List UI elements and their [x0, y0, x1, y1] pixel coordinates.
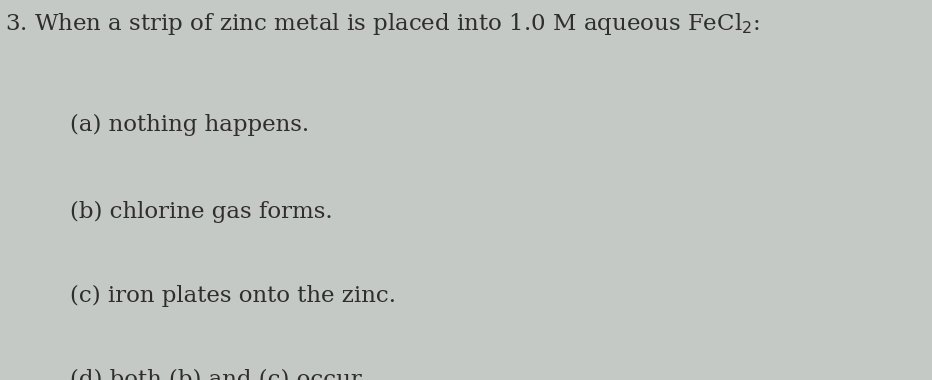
Text: (c) iron plates onto the zinc.: (c) iron plates onto the zinc.	[70, 285, 396, 307]
Text: (a) nothing happens.: (a) nothing happens.	[70, 114, 309, 136]
Text: (b) chlorine gas forms.: (b) chlorine gas forms.	[70, 201, 333, 223]
Text: (d) both (b) and (c) occur.: (d) both (b) and (c) occur.	[70, 369, 366, 380]
Text: 3. When a strip of zinc metal is placed into 1.0 M aqueous FeCl$_2$:: 3. When a strip of zinc metal is placed …	[5, 11, 760, 37]
